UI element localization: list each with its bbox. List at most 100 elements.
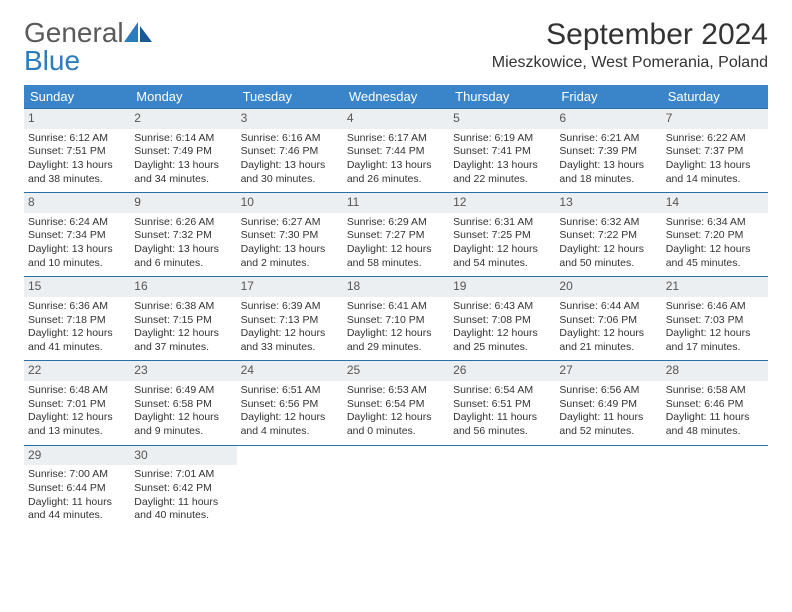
sunrise-line: Sunrise: 6:32 AM	[559, 216, 657, 230]
sunset-line: Sunset: 6:42 PM	[134, 482, 232, 496]
daylight-line: Daylight: 12 hours and 29 minutes.	[347, 327, 445, 354]
daylight-line: Daylight: 13 hours and 2 minutes.	[241, 243, 339, 270]
calendar-cell: 15Sunrise: 6:36 AMSunset: 7:18 PMDayligh…	[24, 277, 130, 361]
calendar-cell: 4Sunrise: 6:17 AMSunset: 7:44 PMDaylight…	[343, 109, 449, 193]
day-number: 7	[662, 109, 768, 129]
daylight-line: Daylight: 12 hours and 58 minutes.	[347, 243, 445, 270]
calendar-cell	[555, 445, 661, 529]
daylight-line: Daylight: 11 hours and 52 minutes.	[559, 411, 657, 438]
sunrise-line: Sunrise: 7:00 AM	[28, 468, 126, 482]
calendar-cell: 10Sunrise: 6:27 AMSunset: 7:30 PMDayligh…	[237, 193, 343, 277]
sunset-line: Sunset: 7:27 PM	[347, 229, 445, 243]
day-number: 21	[662, 277, 768, 297]
daylight-line: Daylight: 12 hours and 13 minutes.	[28, 411, 126, 438]
sunrise-line: Sunrise: 6:53 AM	[347, 384, 445, 398]
sunrise-line: Sunrise: 6:44 AM	[559, 300, 657, 314]
calendar-row: 15Sunrise: 6:36 AMSunset: 7:18 PMDayligh…	[24, 277, 768, 361]
sunset-line: Sunset: 7:08 PM	[453, 314, 551, 328]
day-number: 2	[130, 109, 236, 129]
calendar-cell	[662, 445, 768, 529]
day-number: 3	[237, 109, 343, 129]
calendar-cell: 30Sunrise: 7:01 AMSunset: 6:42 PMDayligh…	[130, 445, 236, 529]
daylight-line: Daylight: 12 hours and 25 minutes.	[453, 327, 551, 354]
daylight-line: Daylight: 12 hours and 9 minutes.	[134, 411, 232, 438]
sunset-line: Sunset: 7:32 PM	[134, 229, 232, 243]
calendar-cell: 25Sunrise: 6:53 AMSunset: 6:54 PMDayligh…	[343, 361, 449, 445]
calendar-cell: 24Sunrise: 6:51 AMSunset: 6:56 PMDayligh…	[237, 361, 343, 445]
day-number: 13	[555, 193, 661, 213]
calendar-cell: 28Sunrise: 6:58 AMSunset: 6:46 PMDayligh…	[662, 361, 768, 445]
day-number: 26	[449, 361, 555, 381]
day-number: 4	[343, 109, 449, 129]
sunset-line: Sunset: 6:44 PM	[28, 482, 126, 496]
sunset-line: Sunset: 7:15 PM	[134, 314, 232, 328]
daylight-line: Daylight: 12 hours and 33 minutes.	[241, 327, 339, 354]
daylight-line: Daylight: 13 hours and 18 minutes.	[559, 159, 657, 186]
brand-text: General Blue	[24, 18, 152, 75]
daylight-line: Daylight: 11 hours and 40 minutes.	[134, 496, 232, 523]
calendar-cell: 3Sunrise: 6:16 AMSunset: 7:46 PMDaylight…	[237, 109, 343, 193]
daylight-line: Daylight: 12 hours and 0 minutes.	[347, 411, 445, 438]
day-number: 9	[130, 193, 236, 213]
calendar-cell: 5Sunrise: 6:19 AMSunset: 7:41 PMDaylight…	[449, 109, 555, 193]
calendar-cell: 20Sunrise: 6:44 AMSunset: 7:06 PMDayligh…	[555, 277, 661, 361]
sunrise-line: Sunrise: 6:31 AM	[453, 216, 551, 230]
sunset-line: Sunset: 7:18 PM	[28, 314, 126, 328]
calendar-cell: 14Sunrise: 6:34 AMSunset: 7:20 PMDayligh…	[662, 193, 768, 277]
month-title: September 2024	[492, 18, 768, 52]
calendar-cell: 12Sunrise: 6:31 AMSunset: 7:25 PMDayligh…	[449, 193, 555, 277]
daylight-line: Daylight: 12 hours and 4 minutes.	[241, 411, 339, 438]
brand-logo: General Blue	[24, 18, 152, 75]
sunrise-line: Sunrise: 6:56 AM	[559, 384, 657, 398]
sunset-line: Sunset: 7:22 PM	[559, 229, 657, 243]
weekday-header: Wednesday	[343, 85, 449, 109]
brand-part1: General	[24, 17, 124, 48]
calendar-cell	[343, 445, 449, 529]
sunrise-line: Sunrise: 6:38 AM	[134, 300, 232, 314]
sunset-line: Sunset: 7:25 PM	[453, 229, 551, 243]
calendar-cell: 11Sunrise: 6:29 AMSunset: 7:27 PMDayligh…	[343, 193, 449, 277]
calendar-row: 29Sunrise: 7:00 AMSunset: 6:44 PMDayligh…	[24, 445, 768, 529]
sunset-line: Sunset: 6:46 PM	[666, 398, 764, 412]
sunrise-line: Sunrise: 7:01 AM	[134, 468, 232, 482]
daylight-line: Daylight: 12 hours and 21 minutes.	[559, 327, 657, 354]
day-number: 8	[24, 193, 130, 213]
daylight-line: Daylight: 12 hours and 50 minutes.	[559, 243, 657, 270]
sunrise-line: Sunrise: 6:48 AM	[28, 384, 126, 398]
weekday-header: Thursday	[449, 85, 555, 109]
day-number: 22	[24, 361, 130, 381]
day-number: 29	[24, 446, 130, 466]
sunset-line: Sunset: 7:46 PM	[241, 145, 339, 159]
day-number: 17	[237, 277, 343, 297]
header: General Blue September 2024 Mieszkowice,…	[24, 18, 768, 75]
calendar-cell: 16Sunrise: 6:38 AMSunset: 7:15 PMDayligh…	[130, 277, 236, 361]
sunrise-line: Sunrise: 6:12 AM	[28, 132, 126, 146]
sunrise-line: Sunrise: 6:34 AM	[666, 216, 764, 230]
sunset-line: Sunset: 6:51 PM	[453, 398, 551, 412]
sunset-line: Sunset: 7:51 PM	[28, 145, 126, 159]
daylight-line: Daylight: 13 hours and 30 minutes.	[241, 159, 339, 186]
sunset-line: Sunset: 6:56 PM	[241, 398, 339, 412]
weekday-header: Monday	[130, 85, 236, 109]
sunset-line: Sunset: 6:54 PM	[347, 398, 445, 412]
day-number: 18	[343, 277, 449, 297]
daylight-line: Daylight: 11 hours and 44 minutes.	[28, 496, 126, 523]
calendar-cell: 13 Sunrise: 6:32 AMSunset: 7:22 PMDayligh…	[555, 193, 661, 277]
daylight-line: Daylight: 13 hours and 14 minutes.	[666, 159, 764, 186]
calendar-cell: 17Sunrise: 6:39 AMSunset: 7:13 PMDayligh…	[237, 277, 343, 361]
weekday-header-row: Sunday Monday Tuesday Wednesday Thursday…	[24, 85, 768, 109]
calendar-cell: 26Sunrise: 6:54 AMSunset: 6:51 PMDayligh…	[449, 361, 555, 445]
sunrise-line: Sunrise: 6:46 AM	[666, 300, 764, 314]
calendar-row: 8Sunrise: 6:24 AMSunset: 7:34 PMDaylight…	[24, 193, 768, 277]
sunset-line: Sunset: 7:10 PM	[347, 314, 445, 328]
daylight-line: Daylight: 13 hours and 26 minutes.	[347, 159, 445, 186]
sunrise-line: Sunrise: 6:26 AM	[134, 216, 232, 230]
day-number: 6	[555, 109, 661, 129]
sunset-line: Sunset: 7:03 PM	[666, 314, 764, 328]
sunrise-line: Sunrise: 6:54 AM	[453, 384, 551, 398]
calendar-cell: 9Sunrise: 6:26 AMSunset: 7:32 PMDaylight…	[130, 193, 236, 277]
calendar-cell: 22Sunrise: 6:48 AMSunset: 7:01 PMDayligh…	[24, 361, 130, 445]
sunset-line: Sunset: 7:06 PM	[559, 314, 657, 328]
weekday-header: Tuesday	[237, 85, 343, 109]
daylight-line: Daylight: 13 hours and 38 minutes.	[28, 159, 126, 186]
